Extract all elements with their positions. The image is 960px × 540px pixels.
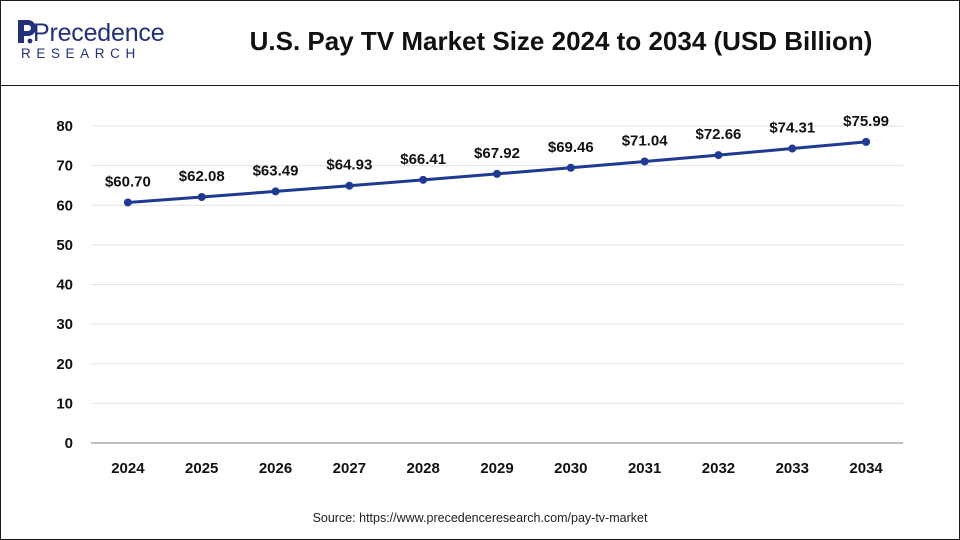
y-tick-label: 30 xyxy=(56,316,73,333)
x-tick-label: 2028 xyxy=(406,460,439,477)
brand-logo: Precedence RESEARCH xyxy=(15,15,165,67)
data-labels: $60.70 $62.08 $63.49 $64.93 $66.41 $67.92 $69.… xyxy=(105,113,889,191)
source-note: Source: https://www.precedenceresearch.c… xyxy=(312,511,648,525)
y-tick-label: 0 xyxy=(65,435,73,452)
x-tick-label: 2032 xyxy=(702,460,735,477)
data-point xyxy=(419,175,428,184)
data-point xyxy=(714,151,723,160)
data-point xyxy=(123,198,132,207)
data-point xyxy=(493,169,501,178)
y-tick-label: 80 xyxy=(56,118,73,135)
x-tick-label: 2027 xyxy=(333,460,366,477)
page-title: U.S. Pay TV Market Size 2024 to 2034 (US… xyxy=(249,26,873,56)
logo-subtext: RESEARCH xyxy=(21,46,141,61)
data-point xyxy=(271,187,280,196)
data-label: $71.04 xyxy=(622,133,669,150)
gridlines xyxy=(91,125,903,404)
logo-text: Precedence xyxy=(33,19,165,47)
x-tick-label: 2034 xyxy=(849,460,883,477)
header: Precedence RESEARCH U.S. Pay TV Market S… xyxy=(1,1,959,86)
data-point xyxy=(566,163,575,172)
data-point xyxy=(345,181,354,190)
logo-mark-icon xyxy=(18,20,36,44)
data-point xyxy=(862,137,871,146)
x-tick-label: 2033 xyxy=(776,460,809,477)
data-label: $69.46 xyxy=(548,139,594,156)
data-point xyxy=(640,157,649,166)
x-tick-label: 2024 xyxy=(111,460,145,477)
data-label: $66.41 xyxy=(400,151,446,168)
data-label: $72.66 xyxy=(696,126,742,143)
x-tick-label: 2031 xyxy=(628,460,661,477)
data-label: $74.31 xyxy=(769,120,815,137)
y-tick-label: 60 xyxy=(56,197,73,214)
y-tick-label: 40 xyxy=(56,277,73,294)
y-tick-label: 10 xyxy=(56,395,73,412)
data-point xyxy=(197,193,206,202)
y-tick-label: 50 xyxy=(56,237,73,254)
y-tick-label: 70 xyxy=(56,158,73,175)
data-label: $60.70 xyxy=(105,173,151,190)
y-tick-label: 20 xyxy=(56,356,73,373)
data-label: $62.08 xyxy=(179,168,225,185)
data-label: $63.49 xyxy=(253,162,299,179)
data-label: $64.93 xyxy=(326,157,372,174)
data-label: $75.99 xyxy=(843,113,889,130)
x-tick-label: 2026 xyxy=(259,460,292,477)
x-tick-label: 2030 xyxy=(554,460,587,477)
data-label: $67.92 xyxy=(474,145,520,162)
x-tick-label: 2025 xyxy=(185,460,218,477)
data-point xyxy=(788,144,797,153)
series xyxy=(123,137,871,207)
x-tick-label: 2029 xyxy=(480,460,513,477)
